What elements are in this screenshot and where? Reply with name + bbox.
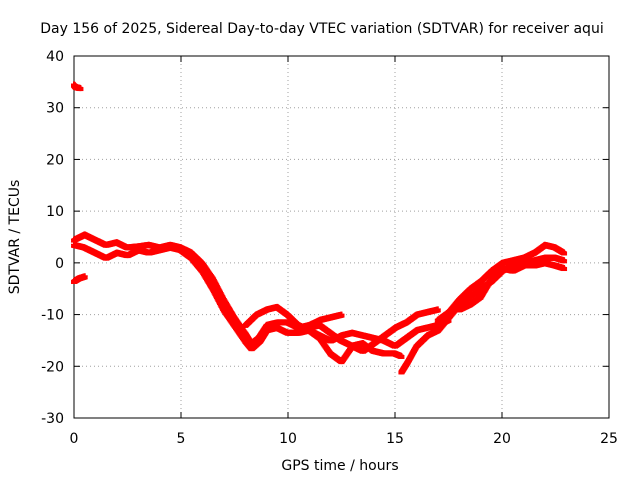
series-track-i bbox=[456, 259, 568, 313]
series-track-f bbox=[306, 306, 441, 354]
series-track-b bbox=[71, 273, 88, 284]
y-tick-label: 20 bbox=[46, 152, 64, 168]
y-tick-label: 10 bbox=[46, 204, 64, 220]
y-tick-label: 30 bbox=[46, 101, 64, 117]
x-tick-label: 5 bbox=[177, 431, 186, 447]
y-axis-label: SDTVAR / TECUs bbox=[7, 180, 23, 295]
y-tick-label: -10 bbox=[41, 308, 64, 324]
x-axis-label: GPS time / hours bbox=[281, 458, 398, 474]
y-tick-label: -30 bbox=[41, 411, 64, 427]
series-track-a bbox=[71, 81, 84, 92]
series-track-e bbox=[242, 303, 452, 349]
x-tick-label: 15 bbox=[386, 431, 404, 447]
x-tick-label: 20 bbox=[493, 431, 511, 447]
y-tick-label: 40 bbox=[46, 49, 64, 65]
y-axis-ticks: -30 -20 -10 0 10 20 30 40 bbox=[41, 49, 609, 427]
x-tick-label: 25 bbox=[600, 431, 618, 447]
series-track-h bbox=[434, 241, 568, 323]
y-tick-label: 0 bbox=[55, 256, 64, 272]
data-points bbox=[71, 81, 568, 375]
chart-title: Day 156 of 2025, Sidereal Day-to-day VTE… bbox=[40, 21, 603, 37]
y-tick-label: -20 bbox=[41, 359, 64, 375]
x-tick-label: 10 bbox=[279, 431, 297, 447]
series-track-d bbox=[71, 241, 405, 365]
x-tick-label: 0 bbox=[70, 431, 79, 447]
x-axis-ticks: 0 5 10 15 20 25 bbox=[70, 56, 618, 447]
grid-lines bbox=[74, 56, 609, 418]
